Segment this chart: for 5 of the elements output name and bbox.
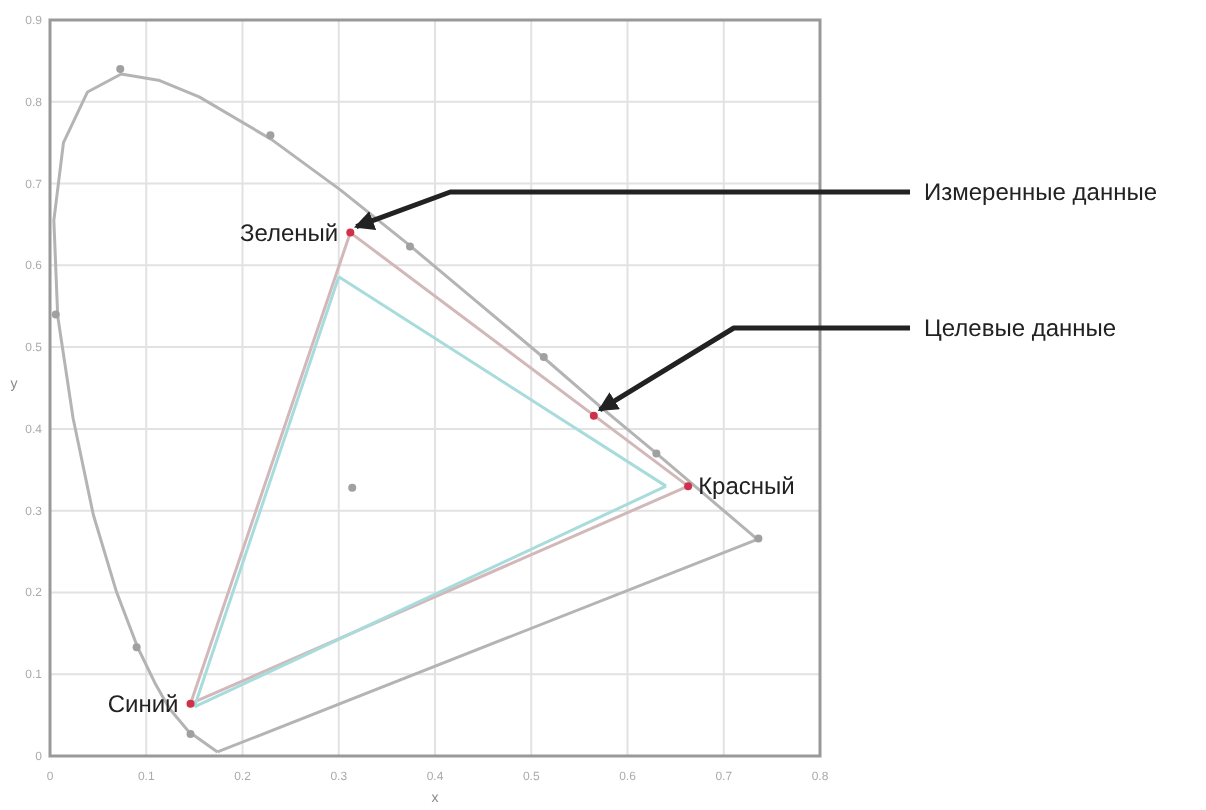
annotation: Зеленый	[239, 218, 339, 247]
annotation: Синий	[107, 689, 179, 718]
annotation: Измеренные данные	[924, 178, 1158, 206]
annotation: Красный	[698, 472, 795, 501]
annotation: Целевые данные	[924, 314, 1117, 342]
